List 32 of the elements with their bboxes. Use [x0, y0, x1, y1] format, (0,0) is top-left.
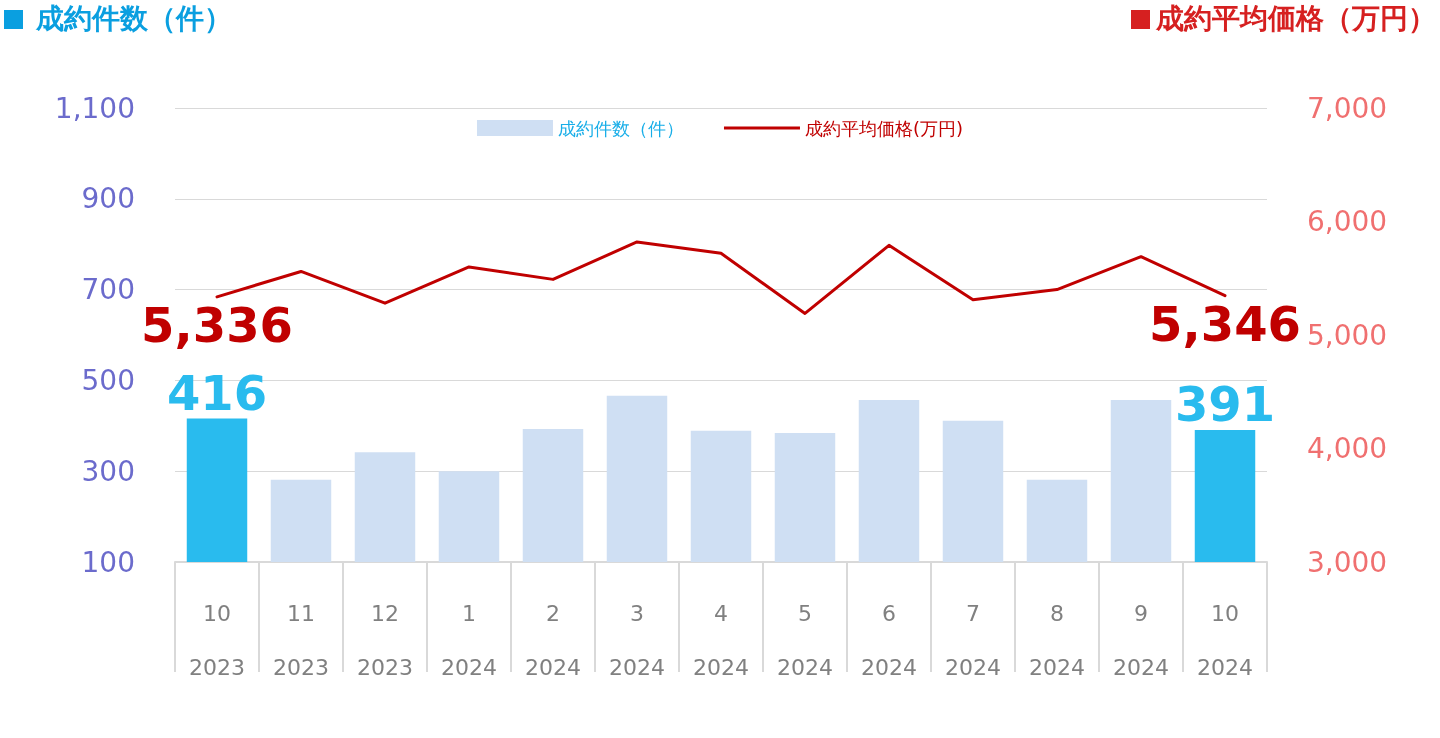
data-label: 416: [166, 364, 268, 421]
category-label: 12 2023: [357, 600, 413, 680]
legend-label: 成約件数（件）: [557, 117, 684, 139]
y-tick-label: 500: [81, 363, 135, 397]
y-tick-label: 700: [81, 273, 135, 307]
category-label: 1 2024: [441, 600, 497, 680]
category-label: 10 2024: [1197, 600, 1253, 680]
y2-tick-label: 6,000: [1307, 205, 1388, 238]
y-tick-label: 1,100: [54, 91, 135, 125]
category-label: 9 2024: [1113, 600, 1169, 680]
legend-label: 成約平均価格(万円): [804, 117, 964, 139]
y2-axis-title: 成約平均価格（万円）: [1155, 1, 1436, 35]
data-label: 5,346: [1149, 295, 1301, 352]
y2-tick-label: 5,000: [1307, 318, 1388, 352]
y2-tick-label: 7,000: [1307, 91, 1388, 125]
data-label: 391: [1174, 375, 1276, 432]
category-label: 6 2024: [861, 600, 917, 680]
category-label: 10 2023: [189, 600, 245, 680]
category-label: 5 2024: [777, 600, 833, 680]
y-tick-label: 100: [81, 545, 135, 579]
y-tick-label: 900: [81, 182, 135, 216]
y-axis-title: 成約件数（件）: [35, 1, 232, 35]
data-label: 5,336: [141, 296, 293, 353]
category-label: 11 2023: [273, 600, 329, 680]
category-label: 4 2024: [693, 600, 749, 680]
y-tick-label: 300: [81, 454, 135, 488]
y2-tick-label: 4,000: [1307, 432, 1388, 465]
y2-tick-label: 3,000: [1307, 545, 1388, 579]
category-label: 7 2024: [945, 600, 1001, 680]
category-label: 3 2024: [609, 600, 665, 680]
category-label: 2 2024: [525, 600, 581, 680]
category-label: 8 2024: [1029, 600, 1085, 680]
